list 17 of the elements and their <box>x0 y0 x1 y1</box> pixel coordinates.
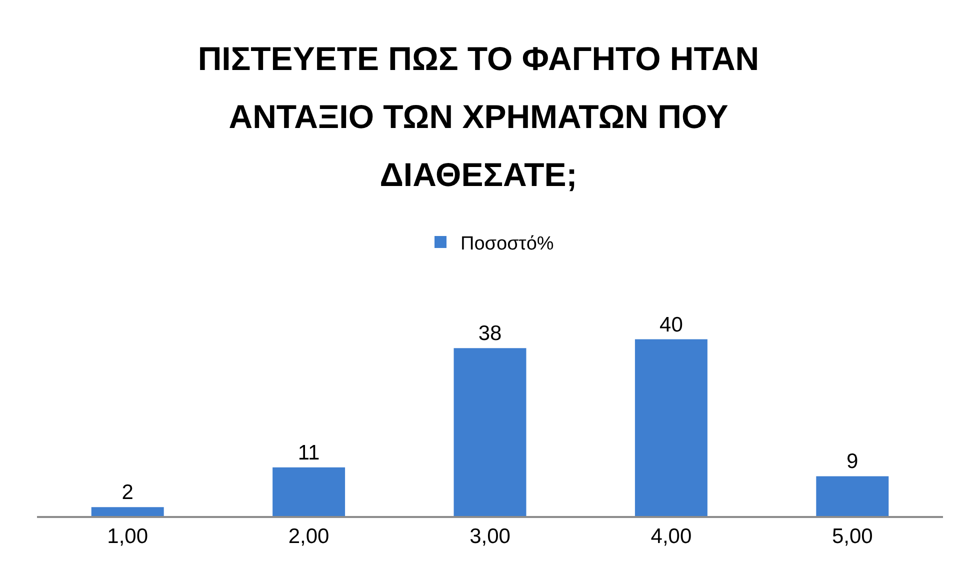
bar <box>91 507 164 516</box>
chart-title: ΠΙΣΤΕΥΕΤΕ ΠΩΣ ΤΟ ΦΑΓΗΤΟ ΗΤΑΝ ΑΝΤΑΞΙΟ ΤΩΝ ΧΡΗΜΑΤΩΝ ΠΟΥ ΔΙΑΘΕΣΑΤΕ; <box>196 39 760 195</box>
x-tick-label: 2,00 <box>288 524 330 548</box>
data-label: 9 <box>846 450 858 474</box>
data-label: 40 <box>660 313 683 336</box>
legend-label: Ποσοστό% <box>460 233 554 254</box>
data-label: 11 <box>298 441 320 464</box>
bar <box>272 467 346 516</box>
x-tick-label: 4,00 <box>650 524 692 548</box>
bar <box>454 348 526 516</box>
data-label: 38 <box>478 322 502 346</box>
x-tick-label: 3,00 <box>470 524 510 548</box>
x-tick-label: 1,00 <box>107 524 148 548</box>
bar <box>816 476 889 516</box>
data-label: 2 <box>122 481 134 504</box>
x-tick-label: 5,00 <box>832 524 873 548</box>
bar <box>634 339 708 516</box>
